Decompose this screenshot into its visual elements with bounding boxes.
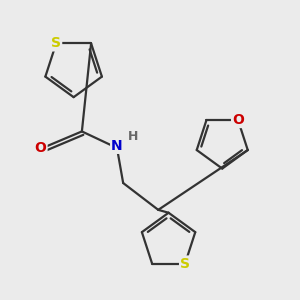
Text: S: S [180, 256, 190, 271]
Text: S: S [51, 36, 61, 50]
Text: O: O [232, 113, 244, 127]
Text: N: N [111, 139, 123, 153]
Text: O: O [35, 141, 46, 155]
Text: H: H [128, 130, 138, 143]
